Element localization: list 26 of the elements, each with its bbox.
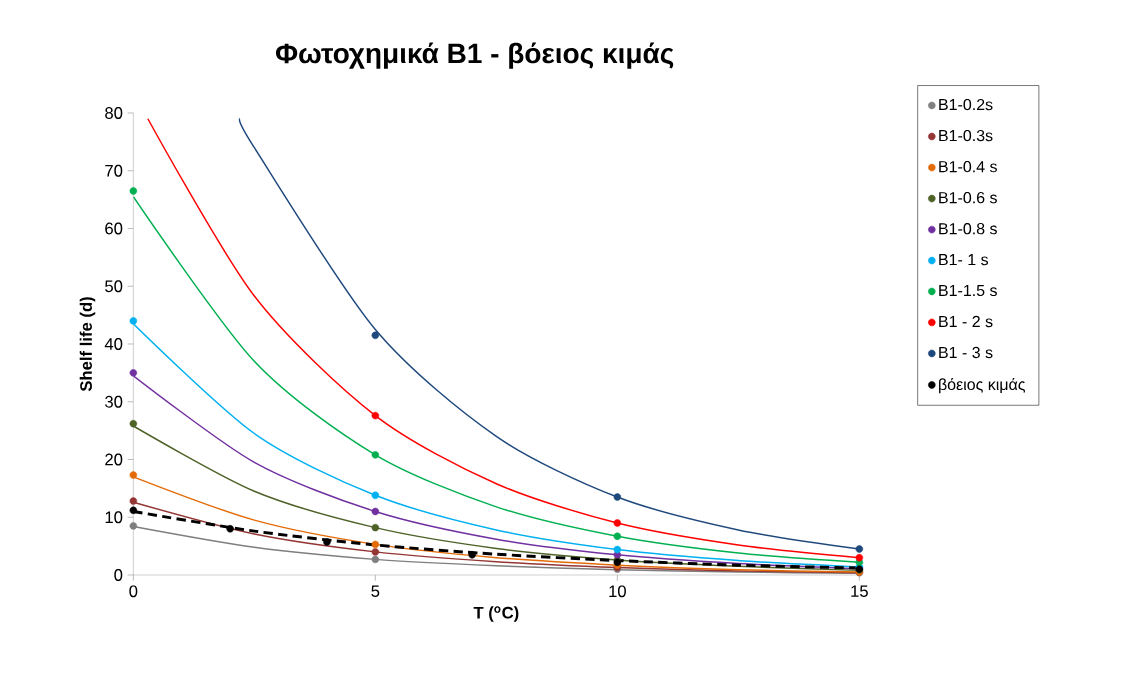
- y-tick-label: 70: [105, 164, 123, 177]
- x-tick-label: 15: [851, 585, 868, 598]
- y-tick-label: 10: [105, 511, 123, 524]
- x-axis-title: T ($^{o}$C): [473, 606, 519, 622]
- x-tick-label: 0: [129, 585, 138, 598]
- y-tick-label: 20: [105, 453, 123, 466]
- x-tick-label: 10: [609, 585, 626, 598]
- y-tick-label: 0: [114, 569, 123, 581]
- legend-label: B1- 1 s: [939, 254, 989, 266]
- y-tick-label: 40: [104, 338, 123, 350]
- y-axis-title: Shelf life (d): [79, 297, 96, 392]
- legend-label: B1-0.6 s: [939, 192, 997, 204]
- legend-label: B1-1.5 s: [939, 284, 997, 297]
- legend-label: B1-0.8 s: [939, 223, 997, 235]
- legend-label: B1 - 2 s: [939, 315, 993, 328]
- chart-title: Φωτοχημικά B1 - βόειος κιμάς: [275, 42, 674, 69]
- legend-label: B1-0.4 s: [939, 160, 997, 173]
- y-tick-label: 50: [105, 280, 123, 293]
- y-tick-label: 60: [105, 222, 123, 235]
- legend-label: B1-0.3s: [939, 129, 993, 142]
- legend-label: B1 - 3 s: [939, 346, 993, 359]
- y-tick-label: 80: [105, 107, 123, 119]
- legend-label: B1-0.2s: [939, 98, 993, 111]
- x-tick-label: 5: [371, 585, 380, 598]
- legend-label: βόειος κιμάς: [939, 377, 1026, 394]
- y-tick-label: 30: [105, 395, 123, 408]
